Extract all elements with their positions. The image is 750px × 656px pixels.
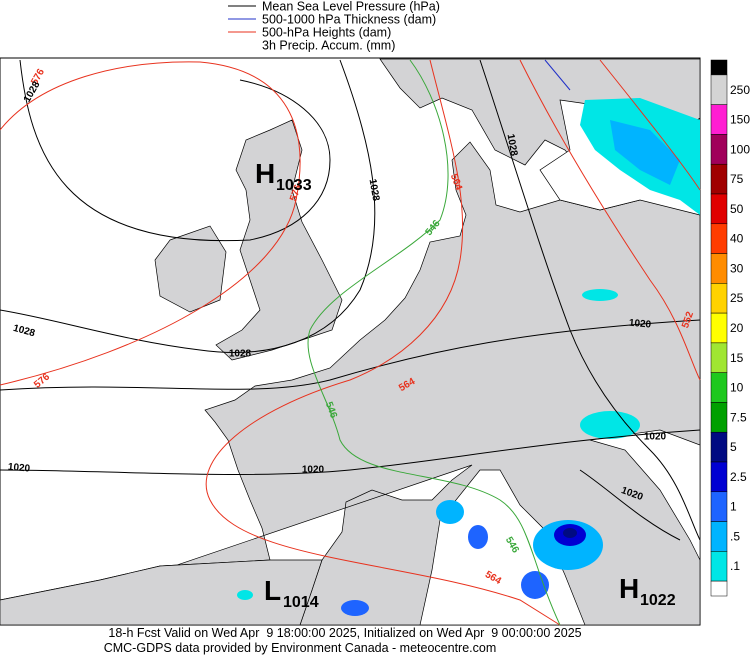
color-scale-label: 1 (730, 500, 737, 514)
footer-line: CMC-GDPS data provided by Environment Ca… (104, 641, 497, 655)
color-scale-label: 20 (730, 321, 744, 335)
color-scale-label: 50 (730, 202, 744, 216)
color-scale-swatch (710, 312, 728, 344)
legend-label: 3h Precip. Accum. (mm) (262, 39, 395, 53)
color-scale-swatch (710, 551, 728, 582)
color-scale-swatch (710, 431, 728, 463)
color-scale-label: 250 (730, 83, 750, 97)
color-scale-label: 40 (730, 232, 744, 246)
color-scale: 250 150 100 75 50 40 30 25 20 15 10 7.5 5 2.5 1 .5 .1 (710, 59, 750, 597)
contour-label: 1028 (229, 349, 252, 360)
map: 576 1028 576 1028 564 1028 546 1028 1028… (0, 57, 701, 626)
color-scale-swatch (710, 283, 728, 314)
color-scale-swatch (710, 253, 728, 284)
contour-label: 1020 (302, 465, 325, 476)
color-scale-swatch (710, 223, 728, 254)
pressure-centers: H 1033 L 1014 H 1022 (255, 158, 676, 611)
color-scale-label: 5 (730, 440, 737, 454)
color-scale-swatch (710, 163, 728, 195)
center-letter: L (264, 575, 281, 606)
color-scale-label: 30 (730, 261, 744, 275)
contour-label: 1028 (367, 178, 382, 202)
color-scale-swatch (710, 193, 728, 225)
center-letter: H (619, 573, 639, 604)
color-scale-cap (710, 59, 728, 76)
contour-label: 1028 (505, 133, 520, 157)
color-scale-label: 10 (730, 381, 744, 395)
thickness-contours (307, 59, 571, 626)
isobars (0, 59, 701, 541)
center-value: 1033 (276, 177, 312, 194)
color-scale-swatch (710, 372, 728, 403)
color-scale-label: .1 (730, 559, 740, 573)
color-scale-label: .5 (730, 529, 740, 543)
color-scale-label: 2.5 (730, 470, 747, 484)
center-value: 1014 (283, 594, 319, 611)
contour-label: 1020 (644, 432, 667, 443)
color-scale-label: 100 (730, 142, 750, 156)
color-scale-swatch (710, 342, 728, 373)
center-value: 1022 (640, 592, 676, 609)
color-scale-label: 25 (730, 291, 744, 305)
color-scale-label: 150 (730, 113, 750, 127)
precipitation (237, 98, 700, 616)
color-scale-swatch (710, 521, 728, 552)
footer-line: 18-h Fcst Valid on Wed Apr 9 18:00:00 20… (108, 626, 581, 640)
color-scale-swatch (710, 104, 728, 135)
legend-label: 500-1000 hPa Thickness (dam) (262, 13, 436, 27)
legend-label: Mean Sea Level Pressure (hPa) (262, 0, 440, 14)
color-scale-swatch (710, 491, 728, 522)
height-contours (0, 59, 701, 626)
color-scale-label: 15 (730, 351, 744, 365)
center-letter: H (255, 158, 275, 189)
legend: Mean Sea Level Pressure (hPa)500-1000 hP… (228, 0, 440, 53)
color-scale-cap (710, 580, 728, 597)
color-scale-swatch (710, 74, 728, 105)
contour-label: 1020 (628, 318, 652, 331)
color-scale-swatch (710, 134, 728, 165)
color-scale-label: 7.5 (730, 410, 747, 424)
legend-label: 500-hPa Heights (dam) (262, 26, 391, 40)
color-scale-swatch (710, 402, 728, 433)
color-scale-label: 75 (730, 172, 744, 186)
contour-label: 1020 (7, 462, 31, 475)
color-scale-swatch (710, 461, 728, 493)
